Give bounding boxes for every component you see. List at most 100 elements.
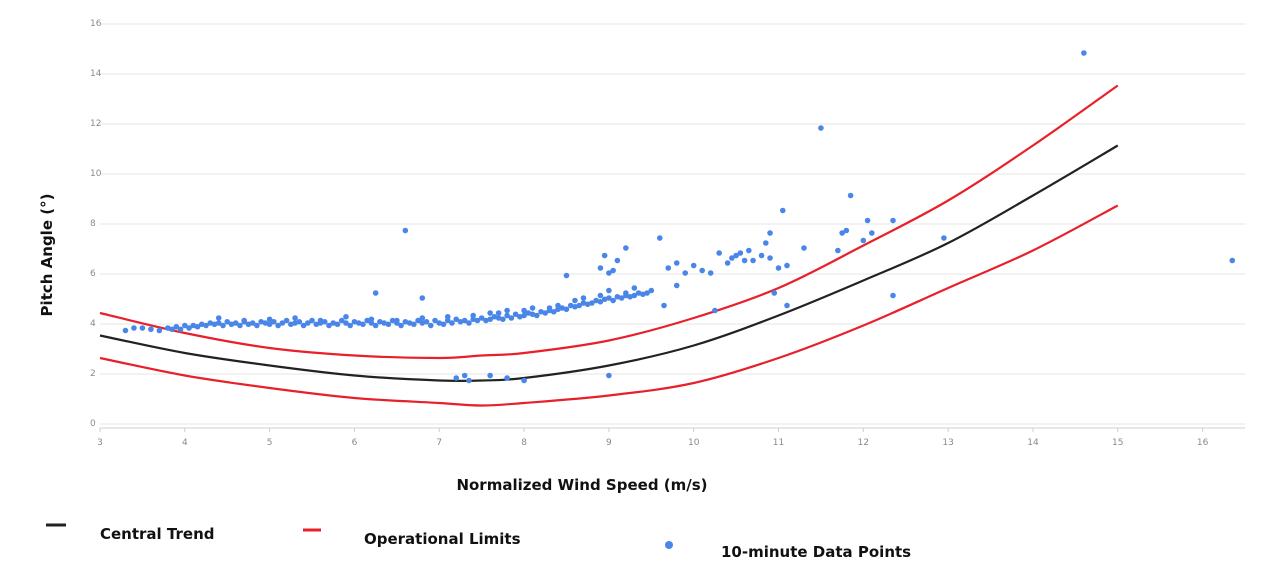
data-point xyxy=(398,322,404,329)
data-point xyxy=(512,311,519,318)
data-point xyxy=(563,306,570,313)
data-point xyxy=(419,315,426,321)
data-point xyxy=(313,321,320,328)
data-point xyxy=(576,302,583,309)
data-point xyxy=(839,230,845,236)
data-point xyxy=(427,322,434,329)
data-point xyxy=(847,192,854,199)
x-tick-label: 11 xyxy=(773,438,784,448)
data-point xyxy=(563,272,570,279)
data-point xyxy=(779,207,786,214)
data-point xyxy=(818,125,824,131)
data-point xyxy=(606,287,612,294)
data-point xyxy=(597,298,604,305)
y-axis-title: Pitch Angle (°) xyxy=(38,194,56,317)
data-point xyxy=(258,318,264,325)
x-tick-label: 14 xyxy=(1027,438,1039,448)
data-point xyxy=(712,307,718,314)
data-point xyxy=(275,322,281,329)
data-point xyxy=(241,317,247,324)
data-point xyxy=(487,310,493,316)
data-point xyxy=(610,267,616,274)
data-point xyxy=(504,312,510,319)
y-tick-label: 6 xyxy=(90,269,96,279)
data-point xyxy=(461,317,468,324)
data-point xyxy=(864,217,871,224)
y-tick-label: 10 xyxy=(90,169,102,179)
data-point xyxy=(271,318,277,325)
data-point xyxy=(173,323,180,330)
data-point xyxy=(487,316,493,323)
data-point xyxy=(415,317,421,324)
data-point xyxy=(343,320,349,326)
data-point xyxy=(941,235,947,241)
data-point xyxy=(890,217,896,224)
x-tick-label: 13 xyxy=(942,438,953,448)
x-tick-label: 7 xyxy=(436,438,442,448)
data-point xyxy=(504,375,510,381)
data-point xyxy=(491,313,498,320)
data-point xyxy=(190,322,197,329)
data-point xyxy=(580,300,587,306)
data-point xyxy=(673,260,680,266)
x-tick-label: 12 xyxy=(858,438,869,448)
data-point xyxy=(372,290,379,296)
data-point xyxy=(351,318,358,325)
data-point xyxy=(389,317,396,324)
data-point xyxy=(483,317,489,324)
data-point xyxy=(478,315,485,321)
data-point xyxy=(487,372,493,379)
data-point xyxy=(419,295,426,301)
data-point xyxy=(466,377,472,384)
x-tick-label: 15 xyxy=(1112,438,1123,448)
data-point xyxy=(673,282,680,289)
data-point xyxy=(279,320,286,326)
data-point xyxy=(500,316,506,323)
data-point xyxy=(139,325,146,331)
data-point xyxy=(182,322,188,329)
data-point xyxy=(262,320,269,326)
data-point xyxy=(292,315,298,321)
data-point xyxy=(198,321,205,328)
data-point xyxy=(682,270,689,276)
data-point xyxy=(618,295,625,301)
data-point xyxy=(860,237,867,244)
data-point xyxy=(283,317,290,324)
data-point xyxy=(631,292,638,299)
data-point xyxy=(156,327,163,334)
data-point xyxy=(394,317,400,324)
data-point xyxy=(640,291,646,298)
data-point xyxy=(623,245,629,251)
data-point xyxy=(610,297,616,304)
data-point xyxy=(360,321,366,328)
data-point xyxy=(169,326,175,333)
data-point xyxy=(750,257,756,264)
series-lines xyxy=(99,84,1119,407)
data-point xyxy=(529,305,536,311)
y-axis-ticks: 0 2 4 6 8 10 12 14 16 xyxy=(90,19,102,429)
data-point xyxy=(567,302,574,309)
data-point xyxy=(542,310,549,316)
data-point xyxy=(572,297,578,304)
data-point xyxy=(572,303,578,310)
data-point xyxy=(801,245,807,251)
data-point xyxy=(716,250,722,256)
data-point xyxy=(224,318,231,325)
data-point xyxy=(338,317,345,324)
y-tick-label: 4 xyxy=(90,319,96,329)
data-point xyxy=(249,320,256,326)
data-point xyxy=(767,255,773,261)
data-point xyxy=(296,318,303,325)
data-point xyxy=(411,321,417,328)
data-point xyxy=(771,290,778,296)
data-point xyxy=(381,320,387,326)
legend-swatch-data-points xyxy=(665,541,673,549)
data-point xyxy=(644,290,650,296)
x-tick-label: 3 xyxy=(97,438,103,448)
data-point xyxy=(194,323,201,330)
data-point xyxy=(334,321,341,328)
data-point xyxy=(317,317,324,324)
data-point xyxy=(648,287,655,294)
data-point xyxy=(330,320,337,326)
